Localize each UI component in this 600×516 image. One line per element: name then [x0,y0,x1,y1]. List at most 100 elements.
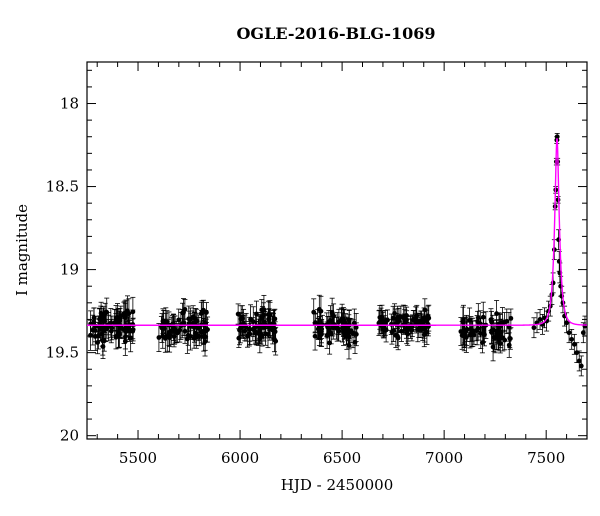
data-point [481,327,487,333]
data-point [90,327,96,333]
data-point [348,328,354,334]
data-point [339,316,345,322]
data-point [480,314,486,320]
data-point [390,315,396,321]
data-point [353,325,359,330]
data-point [247,331,253,337]
data-point [235,311,241,317]
data-point [376,320,382,326]
data-point [311,309,317,315]
y-tick-label: 18.5 [46,178,79,196]
chart-title: OGLE-2016-BLG-1069 [236,24,435,43]
data-point [479,340,485,346]
data-point [555,197,561,203]
x-tick-label: 6500 [323,449,361,467]
data-point [261,307,267,312]
data-point [404,330,410,336]
data-point [186,316,192,322]
data-point [176,317,182,323]
data-point [385,317,390,323]
data-point [554,134,560,140]
data-point [261,319,267,325]
data-point [391,328,396,334]
data-point [507,336,513,341]
data-point [97,326,103,332]
data-point [574,350,580,356]
data-point [381,327,386,333]
data-point [491,335,497,340]
data-point [420,326,426,332]
data-point [470,329,476,335]
y-axis-title: I magnitude [13,204,31,296]
data-point [127,328,132,334]
data-point [253,329,259,335]
data-point [250,326,256,332]
data-point [346,343,352,348]
data-point [238,316,244,322]
data-point [318,308,324,314]
data-point [236,335,242,341]
y-tick-label: 19 [60,261,79,279]
data-point [404,313,410,318]
data-point [378,317,384,322]
data-point [184,336,190,342]
data-point [475,326,481,331]
data-point [508,315,514,321]
y-tick-label: 20 [60,427,79,445]
data-point [128,335,134,341]
data-point [489,330,494,335]
data-point [426,315,432,321]
axis-ticks: 5500 6000 6500 7000 7500 18 18.5 19 19.5 20 [46,62,588,467]
data-point [156,335,162,340]
data-point [395,333,400,339]
data-point [415,327,421,332]
y-tick-label: 19.5 [46,344,79,362]
x-tick-label: 5500 [119,449,157,467]
data-point [336,328,342,334]
data-point [104,309,110,315]
data-point [506,342,512,348]
data-point [101,338,107,344]
data-point [91,315,97,321]
data-point [122,338,128,344]
data-point [531,325,537,331]
data-point [163,319,169,325]
data-point [113,317,119,323]
data-point [182,306,188,312]
data-point [248,317,253,322]
data-point [502,337,508,343]
data-point [395,314,401,320]
y-tick-label: 18 [60,95,79,113]
data-point [161,326,167,331]
data-point [578,363,584,369]
data-point [193,330,199,336]
data-point [566,330,572,336]
data-point [500,320,505,325]
data-point [199,309,205,315]
data-point [324,332,330,338]
data-point [108,320,114,326]
data-point [100,317,106,323]
data-point [490,344,496,350]
data-point [461,330,467,336]
data-point [130,309,136,315]
data-point [343,326,348,332]
data-point [121,311,127,316]
data-point [130,327,136,332]
data-point [464,326,470,332]
data-point [272,316,278,322]
data-point [580,330,586,336]
data-points [87,133,588,377]
data-point [569,336,575,342]
x-tick-label: 7000 [425,449,463,467]
data-point [494,311,499,317]
data-point [180,310,185,316]
data-point [266,316,272,322]
data-point [190,314,196,320]
data-point [108,328,114,334]
data-point [422,307,428,313]
model-curve [87,138,587,326]
data-point [97,316,102,322]
